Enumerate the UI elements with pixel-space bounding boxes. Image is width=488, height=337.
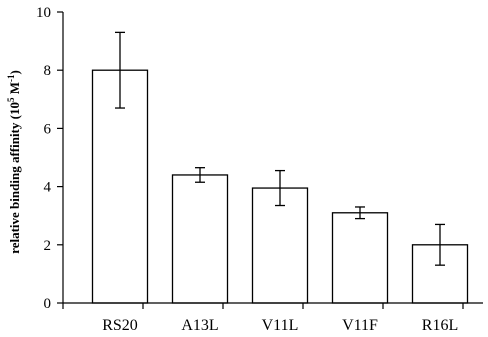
- y-axis-label-exponent: 5: [6, 97, 16, 102]
- category-label-v11f: V11F: [342, 317, 378, 334]
- category-labels: RS20 A13L V11L V11F R16L: [102, 317, 458, 334]
- y-axis-label-close: ): [7, 70, 22, 74]
- y-axis-label-unit: M: [7, 82, 22, 98]
- error-bars: [115, 31, 445, 266]
- category-label-r16l: R16L: [422, 317, 458, 334]
- x-axis: [62, 302, 483, 309]
- y-tick-label: 0: [44, 296, 52, 312]
- category-label-rs20: RS20: [102, 317, 138, 334]
- y-tick-label: 6: [44, 121, 52, 137]
- bar-a13l: [171, 174, 229, 304]
- y-tick-label: 10: [36, 5, 51, 21]
- bar-v11f: [331, 212, 389, 304]
- y-axis: 0 2 4 6 8 10: [36, 5, 64, 312]
- y-tick-label: 8: [44, 63, 52, 79]
- bar-v11l: [251, 187, 309, 304]
- category-label-v11l: V11L: [262, 317, 299, 334]
- category-label-a13l: A13L: [181, 317, 218, 334]
- y-axis-label-unit-exponent: -1: [6, 74, 16, 82]
- y-axis-label-main: relative binding affinity (10: [7, 102, 22, 254]
- y-axis-label: relative binding affinity (105 M-1): [6, 70, 22, 254]
- y-tick-label: 2: [44, 238, 52, 254]
- y-tick-label: 4: [44, 180, 52, 196]
